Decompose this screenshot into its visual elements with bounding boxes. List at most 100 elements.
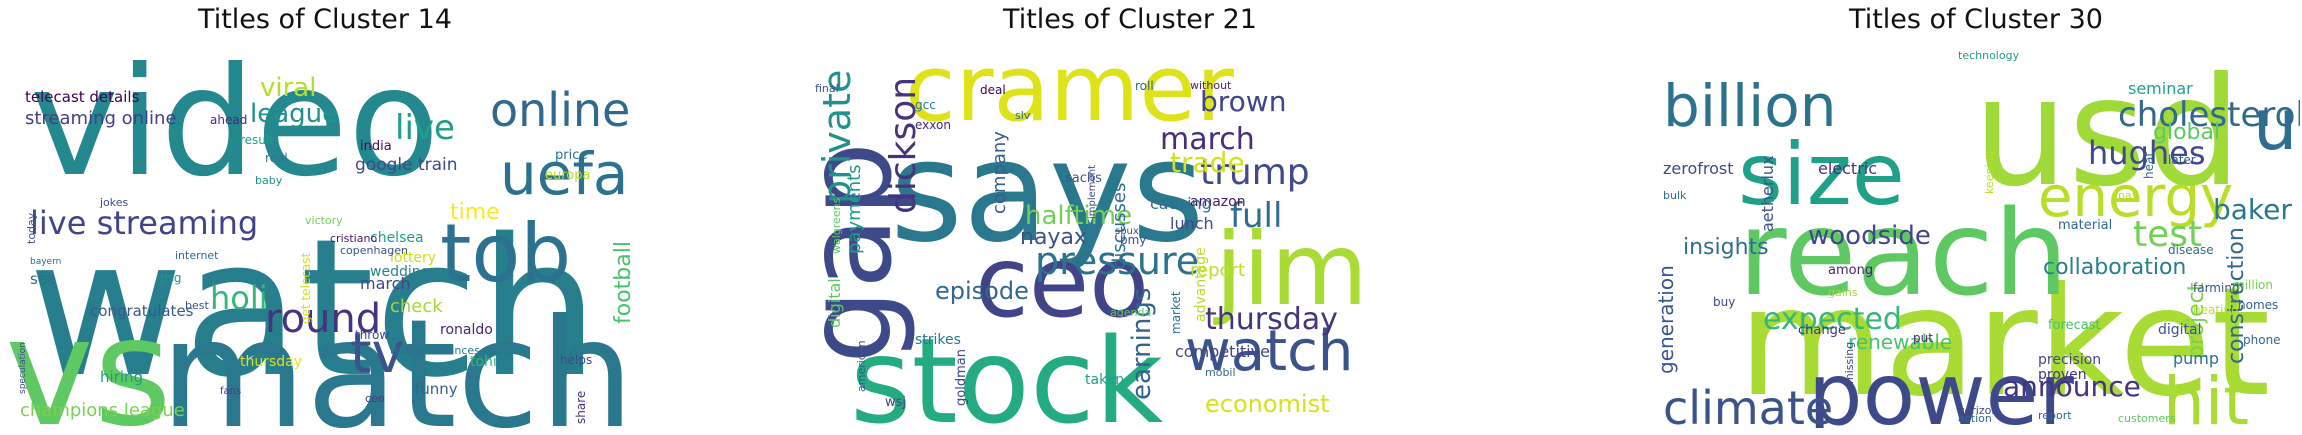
cloud-word: usd — [1973, 46, 2241, 220]
cloud-word: watch — [28, 198, 599, 419]
cloud-word: hiring — [100, 368, 143, 386]
cloud-word: taken — [1085, 372, 1124, 388]
cloud-word: tohi — [470, 354, 497, 370]
cloud-word: expected — [1763, 302, 1902, 337]
cloud-word: gcc — [915, 98, 936, 112]
cloud-word: uefa — [500, 140, 628, 208]
cloud-word: report — [2038, 409, 2072, 422]
cloud-word: million — [2233, 278, 2273, 292]
cloud-word: streaming online — [25, 108, 177, 129]
cloud-word: champions league — [20, 400, 185, 421]
cloud-word: advantage — [1193, 247, 1209, 322]
cloud-word: gains — [1828, 286, 1858, 299]
cloud-word: cramer — [905, 44, 1234, 142]
cloud-word: deal — [980, 83, 1006, 97]
word-cloud: video watch match vs online uefa tob tv live str… — [10, 44, 650, 428]
cloud-word: strikes — [915, 332, 961, 348]
cloud-word: match — [160, 288, 634, 428]
cloud-word: phone — [2243, 333, 2281, 347]
cloud-word: walgreens — [830, 197, 843, 254]
cloud-word: trade — [1170, 146, 1245, 179]
cloud-word: mobil — [1205, 366, 1236, 379]
cloud-word: nayax — [1020, 225, 1087, 250]
cloud-word: league — [250, 99, 338, 129]
cloud-word: get telecast — [299, 252, 313, 324]
cloud-word: lunch — [1170, 214, 1214, 233]
cloud-word: energy — [2038, 165, 2233, 230]
cloud-word: jokes — [99, 196, 129, 209]
cloud-word: homes — [2238, 298, 2278, 312]
cloud-word: generation — [1658, 265, 1678, 374]
cloud-word: thursday — [240, 354, 302, 370]
cloud-word: ceo — [975, 226, 1149, 340]
cloud-word: disease — [2168, 243, 2214, 257]
cloud-word: video — [30, 44, 440, 210]
cloud-word: earnings — [1127, 288, 1157, 400]
cloud-word: woodside — [1808, 221, 1931, 251]
cloud-word: ronaldo — [440, 322, 493, 338]
cloud-word: aetherlux — [1758, 155, 1777, 232]
cloud-word: agenda — [1110, 306, 1151, 319]
cloud-word: reach — [1738, 184, 2069, 322]
cloud-word: result — [240, 133, 274, 147]
cloud-panel-14: Titles of Cluster 14 video watch match vs on… — [0, 0, 650, 435]
cloud-word: wedding — [370, 264, 430, 280]
cloud-word: check — [390, 296, 443, 317]
cloud-word: funny — [415, 380, 458, 398]
cloud-word: best — [185, 299, 209, 312]
cloud-word: insights — [1683, 235, 1769, 260]
cloud-word: hughes — [2088, 134, 2206, 172]
cloud-word: power — [1808, 345, 2074, 428]
cloud-word: time — [450, 200, 500, 225]
cloud-word: brown — [1200, 85, 1286, 118]
cloud-word: bmy — [1120, 233, 1146, 247]
cloud-word: announces — [420, 344, 480, 357]
cloud-word: report — [1190, 260, 1245, 281]
cloud-word: roll — [1135, 79, 1154, 93]
cloud-word: sbux — [1115, 226, 1139, 237]
cloud-word: baby — [255, 174, 283, 187]
cloud-word: real — [265, 151, 288, 165]
cloud-word: material — [2058, 218, 2112, 233]
cloud-word: chelsea — [370, 230, 424, 246]
cloud-word: speculation — [18, 342, 28, 394]
cloud-word: pump — [2173, 349, 2219, 368]
cloud-word: cholesterol — [2118, 95, 2300, 135]
cloud-word: march — [1160, 122, 1255, 157]
cloud-word: farming — [2193, 281, 2240, 295]
cloud-word: sachs — [1065, 171, 1102, 186]
cloud-word: jim — [1213, 211, 1368, 328]
cloud-word: heating — [2193, 303, 2239, 317]
cloud-word: competitive — [1175, 342, 1270, 361]
cloud-word: seminar — [2128, 79, 2193, 98]
cloud-word: final — [815, 82, 839, 95]
cloud-word: zerofrost — [1663, 159, 1734, 178]
cloud-word: hit — [2163, 363, 2249, 428]
cloud-word: global — [2153, 120, 2220, 145]
cloud-word: market — [1169, 291, 1183, 334]
cloud-word: put — [1913, 331, 1933, 345]
cloud-word: copenhagen — [340, 244, 408, 257]
cloud-word: slv — [1015, 109, 1031, 122]
panel-title: Titles of Cluster 30 — [1849, 4, 2103, 35]
cloud-word: construction — [2224, 227, 2249, 364]
cloud-word: throw — [355, 328, 389, 342]
cloud-word: customers — [2118, 412, 2176, 425]
cloud-word: forecast — [2048, 318, 2101, 333]
cloud-word: american — [855, 340, 868, 392]
cloud-word: europa — [545, 168, 590, 183]
cloud-word: buy — [1713, 295, 1735, 309]
cloud-word: action — [1958, 412, 1992, 425]
cloud-word: climate — [1663, 381, 1833, 428]
cloud-word: share — [574, 391, 588, 424]
cloud-word: psg — [160, 271, 182, 285]
cloud-word: among — [1828, 263, 1873, 278]
cloud-word: bulk — [1663, 189, 1687, 202]
cloud-word: size — [1738, 125, 1905, 225]
cloud-word: precision — [2038, 352, 2101, 368]
word-cloud-svg: usdmarketreachpowersizebillionenergyhitc… — [1658, 46, 2300, 428]
cloud-word: discusses — [1109, 183, 1130, 269]
cloud-word: ahead — [210, 113, 247, 127]
cloud-word: amazon — [1190, 194, 1246, 210]
